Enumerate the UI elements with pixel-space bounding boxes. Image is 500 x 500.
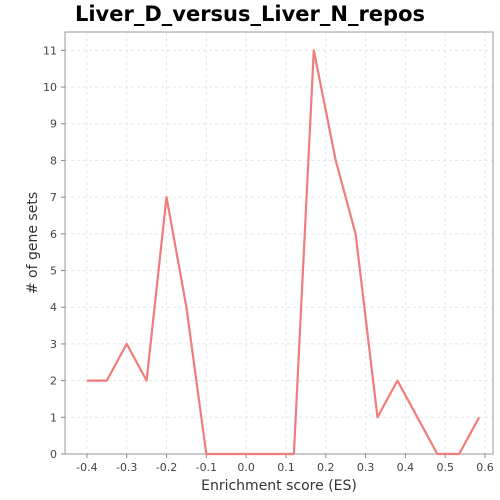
x-tick-label: 0.2 <box>317 461 335 474</box>
y-tick-label: 5 <box>50 265 57 278</box>
y-tick-label: 0 <box>50 448 57 461</box>
y-tick-label: 10 <box>43 81 57 94</box>
series-layer <box>86 49 481 456</box>
y-tick-label: 7 <box>50 191 57 204</box>
y-tick-label: 11 <box>43 44 57 57</box>
plot-area-frame <box>64 31 494 455</box>
x-tick-label: -0.3 <box>116 461 137 474</box>
chart-title: Liver_D_versus_Liver_N_repos <box>74 2 426 26</box>
x-tick-label: 0.3 <box>357 461 375 474</box>
y-tick-label: 8 <box>50 154 57 167</box>
x-axis: -0.4 -0.3 -0.2 -0.1 0.0 0.1 0.2 0.3 0.4 0.5 0.6 <box>76 454 494 474</box>
y-tick-label: 2 <box>50 375 57 388</box>
y-tick-label: 1 <box>50 411 57 424</box>
y-tick-label: 4 <box>50 301 57 314</box>
y-tick-label: 6 <box>50 228 57 241</box>
series-line <box>86 49 481 456</box>
x-axis-label: Enrichment score (ES) <box>201 478 357 494</box>
x-tick-label: 0.4 <box>397 461 415 474</box>
y-axis-label: # of gene sets <box>25 192 41 294</box>
y-tick-label: 9 <box>50 118 57 131</box>
x-tick-label: 0.0 <box>237 461 255 474</box>
x-tick-label: -0.1 <box>196 461 217 474</box>
y-axis: 0 1 2 3 4 5 6 7 8 9 10 11 <box>43 44 65 461</box>
y-tick-label: 3 <box>50 338 57 351</box>
x-tick-label: -0.2 <box>156 461 177 474</box>
x-tick-label: -0.4 <box>76 461 97 474</box>
grid-lines <box>65 32 493 455</box>
x-tick-label: 0.1 <box>277 461 295 474</box>
x-tick-label: 0.5 <box>436 461 454 474</box>
x-tick-label: 0.6 <box>476 461 494 474</box>
